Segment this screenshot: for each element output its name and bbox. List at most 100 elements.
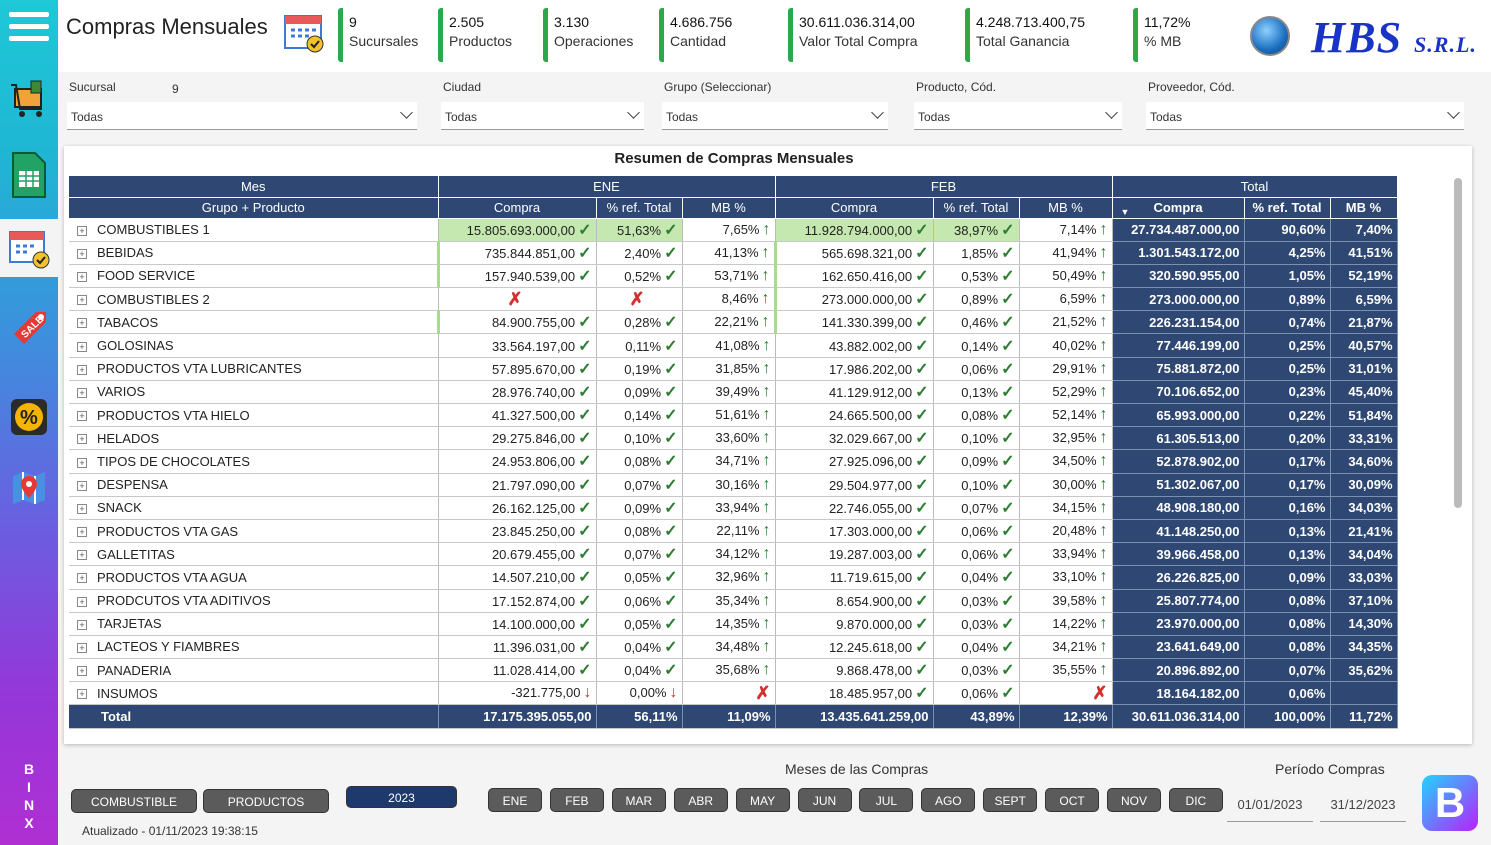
month-button-mar[interactable]: MAR [611, 788, 666, 812]
row-group-label[interactable]: + INSUMOS [69, 681, 439, 706]
row-group-label[interactable]: + PRODUCTOS VTA LUBRICANTES [69, 357, 439, 381]
table-row[interactable]: + INSUMOS -321.775,00 ↓ 0,00% ↓ ✗ 18.485.957,00… [69, 681, 1398, 706]
month-button-may[interactable]: MAY [735, 788, 790, 812]
month-button-jun[interactable]: JUN [797, 788, 852, 812]
header-mb[interactable]: MB % [682, 197, 776, 219]
expand-icon[interactable]: + [77, 480, 87, 491]
expand-icon[interactable]: + [77, 550, 87, 561]
header-mb-total[interactable]: MB % [1330, 197, 1398, 219]
expand-icon[interactable]: + [77, 318, 87, 329]
row-group-label[interactable]: + HELADOS [69, 426, 439, 451]
expand-icon[interactable]: + [77, 457, 87, 468]
producto-dropdown[interactable]: Todas [914, 102, 1122, 130]
row-group-label[interactable]: + BEBIDAS [69, 241, 439, 265]
grupo-dropdown[interactable]: Todas [662, 102, 888, 130]
header-grupo-producto[interactable]: Grupo + Producto [69, 197, 439, 219]
month-button-ene[interactable]: ENE [488, 788, 542, 812]
expand-icon[interactable]: + [77, 666, 87, 677]
table-row[interactable]: + BEBIDAS 735.844.851,00 ✓ 2,40% ✓ 41,13% ↑ 565.… [69, 241, 1398, 265]
table-row[interactable]: + VARIOS 28.976.740,00 ✓ 0,09% ✓ 39,49% ↑ 41.129… [69, 380, 1398, 405]
table-row[interactable]: + TARJETAS 14.100.000,00 ✓ 0,05% ✓ 14,35% ↑ 9.87… [69, 612, 1398, 636]
productos-button[interactable]: PRODUCTOS [203, 789, 329, 813]
table-row[interactable]: + TIPOS DE CHOCOLATES 24.953.806,00 ✓ 0,08% ✓… [69, 449, 1398, 474]
row-group-label[interactable]: + TARJETAS [69, 612, 439, 636]
expand-icon[interactable]: + [77, 387, 87, 398]
expand-icon[interactable]: + [77, 596, 87, 607]
table-row[interactable]: + COMBUSTIBLES 2 ✗ ✗ 8,46% ↑ 273.000.000,00 ✓ 0,… [69, 287, 1398, 312]
row-group-label[interactable]: + SNACK [69, 496, 439, 520]
row-group-label[interactable]: + PRODUCTOS VTA AGUA [69, 565, 439, 590]
table-row[interactable]: + PANADERIA 11.028.414,00 ✓ 0,04% ✓ 35,68% ↑ 9.8… [69, 658, 1398, 683]
header-mb[interactable]: MB % [1019, 197, 1113, 219]
row-group-label[interactable]: + GOLOSINAS [69, 333, 439, 358]
table-row[interactable]: + PRODUCTOS VTA GAS 23.845.250,00 ✓ 0,08% ✓ 22… [69, 519, 1398, 544]
vertical-scrollbar[interactable] [1454, 178, 1462, 508]
table-row[interactable]: + PRODCUTOS VTA ADITIVOS 17.152.874,00 ✓ 0,0… [69, 589, 1398, 613]
row-group-label[interactable]: + VARIOS [69, 380, 439, 405]
table-row[interactable]: + PRODUCTOS VTA LUBRICANTES 57.895.670,00 ✓… [69, 357, 1398, 381]
discount-percent-icon[interactable]: % [4, 388, 54, 446]
expand-icon[interactable]: + [77, 434, 87, 445]
row-group-label[interactable]: + COMBUSTIBLES 2 [69, 287, 439, 312]
row-group-label[interactable]: + PANADERIA [69, 658, 439, 683]
table-row[interactable]: + DESPENSA 21.797.090,00 ✓ 0,07% ✓ 30,16% ↑ 29.5… [69, 473, 1398, 497]
row-group-label[interactable]: + TIPOS DE CHOCOLATES [69, 449, 439, 474]
expand-icon[interactable]: + [77, 619, 87, 630]
table-row[interactable]: + PRODUCTOS VTA AGUA 14.507.210,00 ✓ 0,05% ✓ 3… [69, 565, 1398, 590]
calendar-check-icon[interactable] [0, 219, 58, 277]
ciudad-dropdown[interactable]: Todas [441, 102, 644, 130]
row-group-label[interactable]: + TABACOS [69, 310, 439, 335]
date-to-input[interactable]: 31/12/2023 [1320, 788, 1406, 822]
expand-icon[interactable]: + [77, 248, 87, 259]
expand-icon[interactable]: + [77, 364, 87, 375]
row-group-label[interactable]: + GALLETITAS [69, 542, 439, 567]
header-compra[interactable]: Compra [438, 197, 597, 219]
expand-icon[interactable]: + [77, 295, 87, 306]
header-compra-total[interactable]: Compra ▼ [1112, 197, 1245, 219]
row-group-label[interactable]: + PRODUCTOS VTA GAS [69, 519, 439, 544]
expand-icon[interactable]: + [77, 411, 87, 422]
table-row[interactable]: + HELADOS 29.275.846,00 ✓ 0,10% ✓ 33,60% ↑ 32.02… [69, 426, 1398, 451]
table-row[interactable]: + GALLETITAS 20.679.455,00 ✓ 0,07% ✓ 34,12% ↑ 19… [69, 542, 1398, 567]
year-2023-button[interactable]: 2023 [346, 786, 457, 808]
month-button-feb[interactable]: FEB [549, 788, 604, 812]
header-ref-total[interactable]: % ref. Total [933, 197, 1020, 219]
expand-icon[interactable]: + [77, 341, 87, 352]
date-from-input[interactable]: 01/01/2023 [1227, 788, 1313, 822]
row-group-label[interactable]: + PRODCUTOS VTA ADITIVOS [69, 589, 439, 613]
table-row[interactable]: + COMBUSTIBLES 1 15.805.693.000,00 ✓ 51,63% ✓… [69, 218, 1398, 242]
sucursal-dropdown[interactable]: Todas [67, 102, 417, 130]
refresh-icon[interactable] [1250, 16, 1290, 56]
header-ref-total[interactable]: % ref. Total [596, 197, 683, 219]
month-button-oct[interactable]: OCT [1045, 788, 1100, 812]
row-group-label[interactable]: + PRODUCTOS VTA HIELO [69, 403, 439, 428]
menu-icon[interactable] [9, 12, 49, 46]
month-button-jul[interactable]: JUL [859, 788, 914, 812]
month-button-sept[interactable]: SEPT [983, 788, 1038, 812]
shopping-cart-icon[interactable] [4, 70, 54, 128]
month-button-ago[interactable]: AGO [921, 788, 976, 812]
table-row[interactable]: + SNACK 26.162.125,00 ✓ 0,09% ✓ 33,94% ↑ 22.746.… [69, 496, 1398, 520]
expand-icon[interactable]: + [77, 573, 87, 584]
table-row[interactable]: + PRODUCTOS VTA HIELO 41.327.500,00 ✓ 0,14% ✓… [69, 403, 1398, 428]
sale-tag-icon[interactable]: SALE [4, 298, 54, 356]
expand-icon[interactable]: + [77, 272, 87, 283]
map-pin-icon[interactable] [4, 459, 54, 517]
spreadsheet-icon[interactable] [4, 146, 54, 204]
table-row[interactable]: + GOLOSINAS 33.564.197,00 ✓ 0,11% ✓ 41,08% ↑ 43.… [69, 333, 1398, 358]
row-group-label[interactable]: + DESPENSA [69, 473, 439, 497]
expand-icon[interactable]: + [77, 503, 87, 514]
proveedor-dropdown[interactable]: Todas [1146, 102, 1464, 130]
month-button-abr[interactable]: ABR [673, 788, 728, 812]
expand-icon[interactable]: + [77, 689, 87, 700]
combustible-button[interactable]: COMBUSTIBLE [71, 789, 197, 813]
row-group-label[interactable]: + FOOD SERVICE [69, 264, 439, 289]
row-group-label[interactable]: + LACTEOS Y FIAMBRES [69, 635, 439, 660]
header-compra[interactable]: Compra [775, 197, 934, 219]
table-row[interactable]: + TABACOS 84.900.755,00 ✓ 0,28% ✓ 22,21% ↑ 141.3… [69, 310, 1398, 335]
month-button-dic[interactable]: DIC [1168, 788, 1223, 812]
expand-icon[interactable]: + [77, 643, 87, 654]
month-button-nov[interactable]: NOV [1107, 788, 1161, 812]
row-group-label[interactable]: + COMBUSTIBLES 1 [69, 218, 439, 242]
expand-icon[interactable]: + [77, 527, 87, 538]
